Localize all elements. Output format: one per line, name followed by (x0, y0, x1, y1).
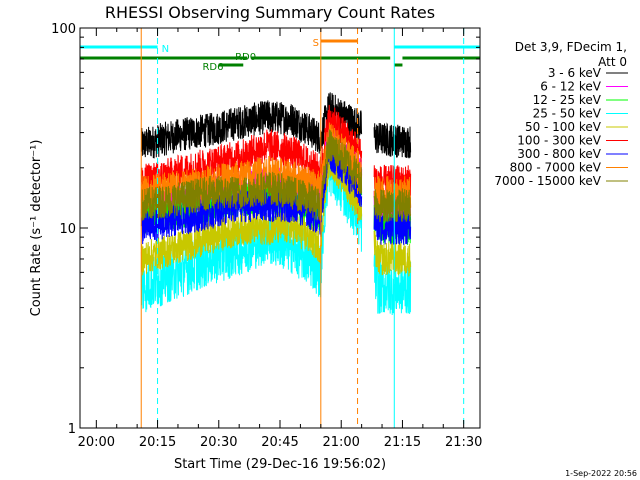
axes: 20:00 20:15 20:30 20:45 21:00 21:15 21:30 1 10 10… (51, 22, 482, 450)
x-tick-label-1: 20:00 (78, 435, 115, 450)
legend-label-300-800-kev: 300 - 800 keV (517, 147, 601, 161)
y-tick-label-1: 1 (68, 422, 76, 437)
y-axis-label: Count Rate (s⁻¹ detector⁻¹) (29, 140, 44, 317)
footer-date: 1-Sep-2022 20:56 (565, 469, 637, 478)
legend-title: Det 3,9, FDecim 1, Att 0 (515, 40, 627, 69)
x-tick-label-6: 21:15 (384, 435, 421, 450)
chart-title: RHESSI Observing Summary Count Rates (105, 3, 435, 22)
legend-label-50-100-kev: 50 - 100 keV (525, 120, 602, 134)
flag-bars: N S RD0 RD6 (80, 38, 480, 73)
x-tick-label-2: 20:15 (139, 435, 176, 450)
x-tick-label-3: 20:30 (200, 435, 237, 450)
y-tick-label-3: 100 (51, 22, 76, 37)
legend-label-12-25-kev: 12 - 25 keV (533, 93, 602, 107)
legend-label-7000-15000-kev: 7000 - 15000 keV (494, 174, 601, 188)
x-axis-label: Start Time (29-Dec-16 19:56:02) (174, 457, 386, 472)
legend-label-6-12-kev: 6 - 12 keV (540, 80, 602, 94)
x-tick-label-5: 21:00 (322, 435, 359, 450)
legend-label-25-50-kev: 25 - 50 keV (533, 107, 602, 121)
x-tick-label-7: 21:30 (445, 435, 482, 450)
legend-title-line-2: Att 0 (598, 55, 627, 69)
y-tick-label-2: 10 (59, 222, 76, 237)
flag-label-rd6: RD6 (202, 62, 223, 73)
legend-label-3-6-kev: 3 - 6 keV (548, 66, 602, 80)
flag-label-rd0: RD0 (235, 52, 256, 63)
data-series (140, 92, 412, 316)
series-line-3-6-kev (140, 92, 412, 159)
vertical-markers (140, 28, 465, 428)
series-line-50-100-kev (140, 144, 412, 277)
legend-title-line-1: Det 3,9, FDecim 1, (515, 40, 627, 54)
legend-label-100-300-kev: 100 - 300 keV (517, 134, 601, 148)
flag-label-n: N (162, 44, 169, 55)
x-tick-label-4: 20:45 (261, 435, 298, 450)
flag-label-s: S (313, 38, 319, 49)
series-line-7000-15000-kev (140, 129, 412, 222)
legend-label-800-7000-kev: 800 - 7000 keV (510, 161, 602, 175)
